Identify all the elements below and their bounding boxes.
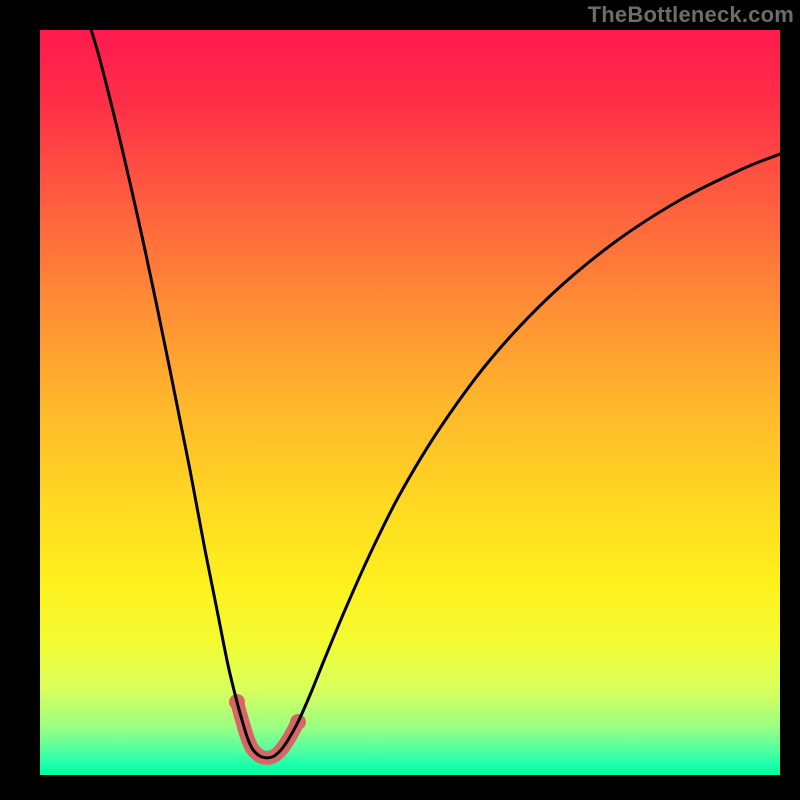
- bottleneck-curve: [88, 30, 780, 758]
- plot-area: [40, 30, 780, 775]
- chart-frame: TheBottleneck.com: [0, 0, 800, 800]
- watermark-text: TheBottleneck.com: [588, 2, 794, 28]
- curve-overlay: [40, 30, 780, 775]
